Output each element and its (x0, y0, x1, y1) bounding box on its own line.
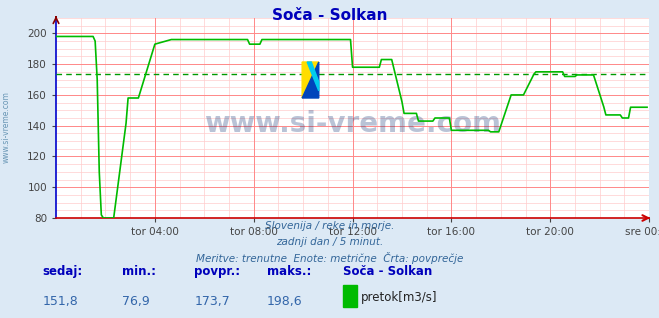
Text: maks.:: maks.: (267, 265, 311, 278)
Polygon shape (302, 62, 319, 98)
Text: Soča - Solkan: Soča - Solkan (272, 8, 387, 23)
Text: povpr.:: povpr.: (194, 265, 241, 278)
Text: Meritve: trenutne  Enote: metrične  Črta: povprečje: Meritve: trenutne Enote: metrične Črta: … (196, 252, 463, 264)
Text: www.si-vreme.com: www.si-vreme.com (204, 110, 501, 138)
Text: Soča - Solkan: Soča - Solkan (343, 265, 432, 278)
Text: 151,8: 151,8 (43, 295, 78, 308)
Polygon shape (302, 62, 319, 98)
Text: www.si-vreme.com: www.si-vreme.com (2, 91, 11, 163)
Polygon shape (307, 62, 319, 91)
Text: 198,6: 198,6 (267, 295, 302, 308)
Text: Slovenija / reke in morje.: Slovenija / reke in morje. (265, 221, 394, 231)
Text: 76,9: 76,9 (122, 295, 150, 308)
Text: 173,7: 173,7 (194, 295, 230, 308)
Text: pretok[m3/s]: pretok[m3/s] (361, 291, 438, 304)
Text: zadnji dan / 5 minut.: zadnji dan / 5 minut. (276, 237, 383, 247)
Text: min.:: min.: (122, 265, 156, 278)
Text: sedaj:: sedaj: (43, 265, 83, 278)
